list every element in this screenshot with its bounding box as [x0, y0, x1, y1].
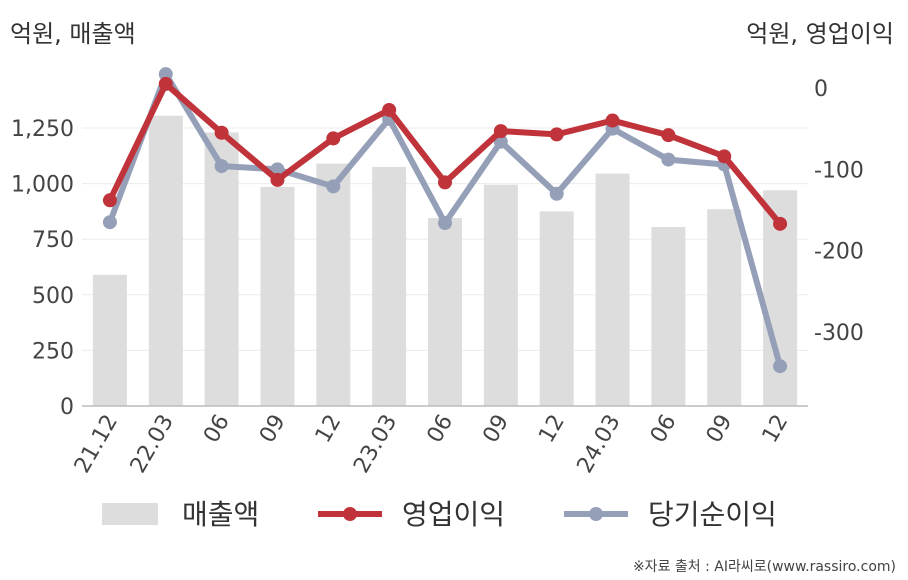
- net-income-point: [661, 152, 676, 167]
- x-tick-label: 12: [758, 411, 794, 448]
- bar-revenue: [483, 184, 518, 406]
- bar-revenue: [539, 211, 574, 406]
- left-axis-unit: 억원, 매출액: [10, 20, 136, 48]
- left-tick-label: 250: [32, 339, 74, 364]
- bar-revenue: [651, 226, 686, 406]
- x-tick-label: 23.03: [349, 411, 402, 478]
- x-tick-label: 12: [311, 411, 347, 448]
- x-tick-label: 06: [646, 411, 682, 448]
- legend-operating-profit-marker: [343, 507, 357, 521]
- legend-net-income-label: 당기순이익: [648, 498, 777, 531]
- right-tick-label: 0: [814, 77, 828, 102]
- x-tick-label: 06: [199, 411, 235, 448]
- left-tick-label: 500: [32, 284, 74, 309]
- bar-revenue: [316, 163, 351, 406]
- left-tick-label: 750: [32, 228, 74, 253]
- x-tick-label: 22.03: [126, 411, 179, 478]
- operating-profit-point: [773, 216, 788, 231]
- net-income-point: [549, 186, 564, 201]
- right-axis-unit: 억원, 영업이익: [746, 20, 894, 48]
- bar-revenue: [92, 274, 127, 406]
- operating-profit-point: [605, 113, 620, 128]
- source-note: ※자료 출처 : AI라씨로(www.rassiro.com): [632, 559, 896, 575]
- bar-revenue: [372, 166, 407, 406]
- x-tick-label: 21.12: [70, 411, 123, 478]
- x-tick-label: 09: [255, 411, 291, 448]
- bar-revenue: [204, 132, 239, 406]
- left-tick-label: 1,000: [11, 173, 74, 198]
- x-tick-label: 12: [534, 411, 570, 448]
- legend-revenue-label: 매출액: [182, 498, 259, 531]
- right-tick-label: -100: [814, 158, 864, 183]
- operating-profit-point: [438, 175, 452, 190]
- x-tick-label: 09: [478, 411, 514, 448]
- bar-revenue: [428, 218, 462, 406]
- bar-revenue: [148, 115, 183, 406]
- operating-profit-point: [382, 102, 397, 117]
- right-tick-label: -300: [814, 321, 864, 346]
- right-tick-label: -200: [814, 240, 864, 265]
- operating-profit-point: [493, 124, 508, 139]
- operating-profit-point: [214, 125, 229, 140]
- net-income-point: [773, 359, 788, 374]
- operating-profit-point: [270, 172, 285, 187]
- operating-profit-point: [661, 128, 676, 143]
- x-tick-label: 06: [423, 411, 459, 448]
- net-income-point: [214, 159, 229, 174]
- operating-profit-point: [326, 131, 341, 146]
- bar-revenue: [707, 209, 742, 406]
- x-tick-label: 24.03: [573, 411, 626, 478]
- net-income-point: [158, 67, 173, 82]
- left-tick-label: 1,250: [11, 117, 74, 142]
- net-income-point: [438, 216, 452, 231]
- x-tick-label: 09: [702, 411, 738, 448]
- bar-revenue: [595, 173, 630, 406]
- operating-profit-point: [158, 76, 173, 91]
- net-income-point: [326, 179, 341, 194]
- legend-operating-profit-label: 영업이익: [402, 498, 505, 531]
- operating-profit-point: [102, 193, 117, 208]
- left-tick-label: 0: [60, 395, 74, 420]
- bar-revenue: [260, 186, 295, 406]
- operating-profit-point: [549, 127, 564, 142]
- net-income-point: [102, 215, 117, 230]
- operating-profit-point: [717, 149, 732, 164]
- legend-net-income-marker: [589, 507, 603, 521]
- net-income-point: [270, 162, 285, 177]
- legend-revenue-swatch: [102, 503, 158, 525]
